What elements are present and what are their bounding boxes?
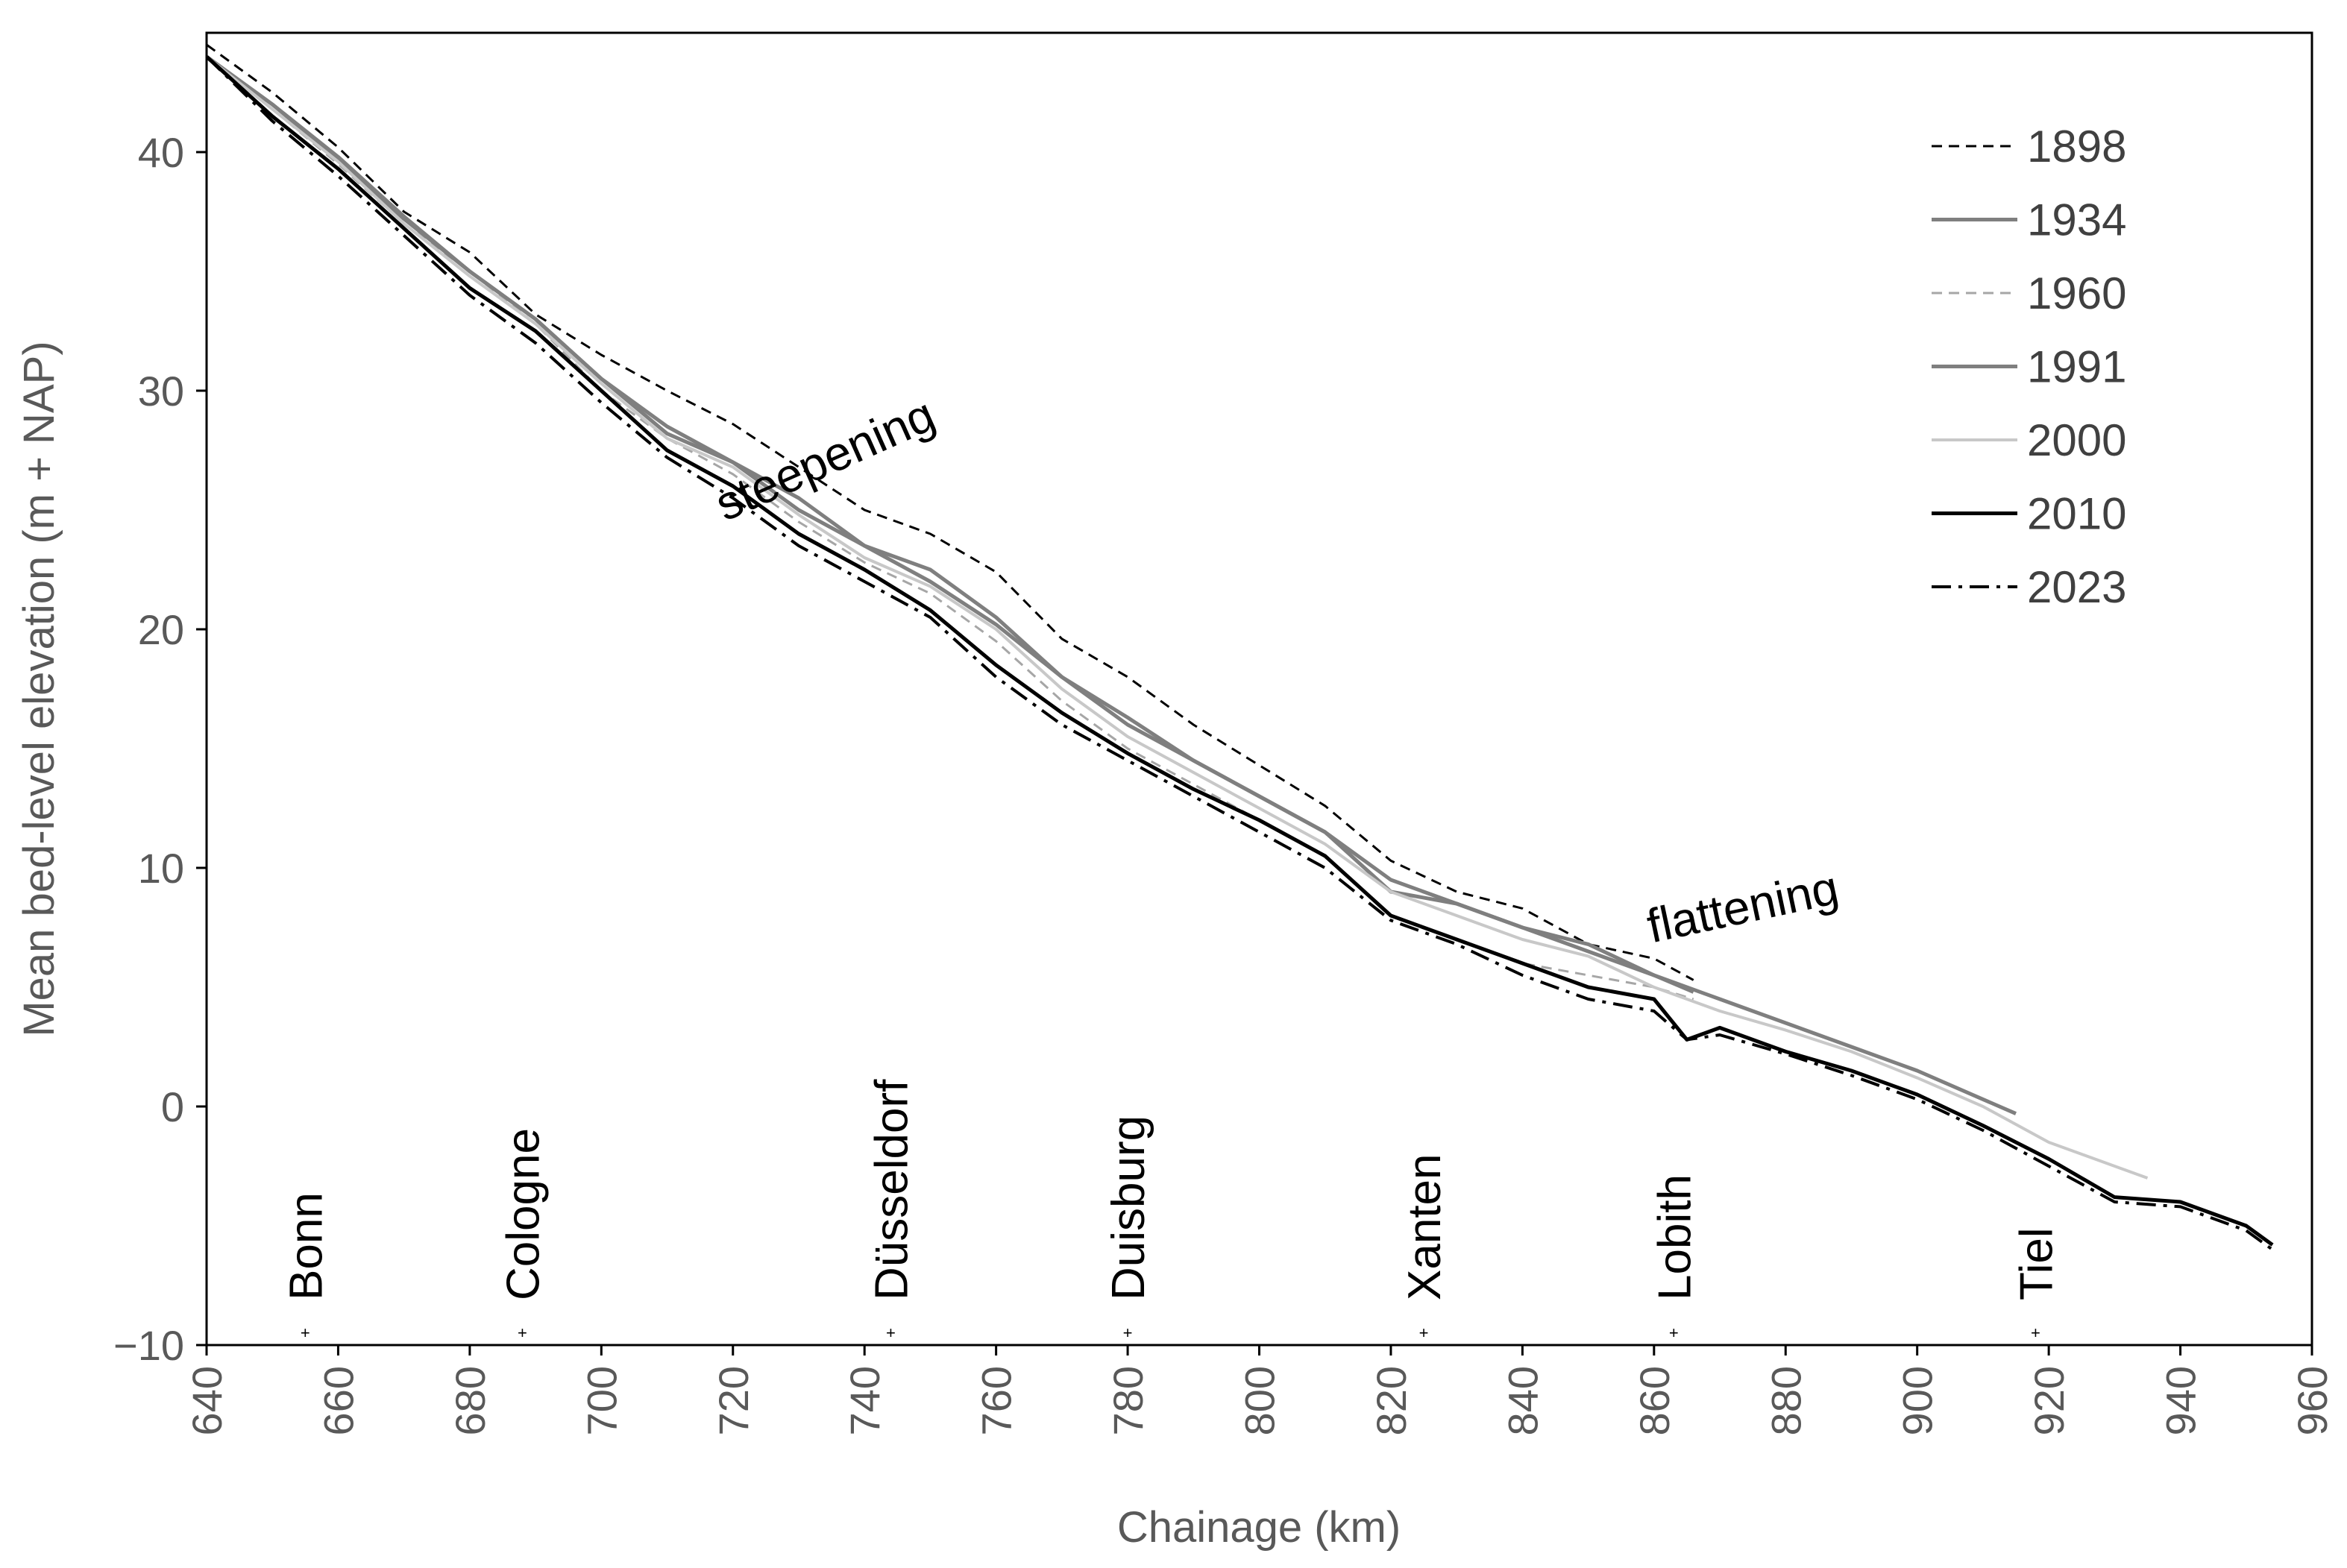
- location-marker: +: [2031, 1323, 2040, 1342]
- x-axis-title: Chainage (km): [1117, 1503, 1401, 1552]
- y-tick-label: 40: [138, 129, 184, 176]
- location-label-düsseldorf: Düsseldorf: [866, 1079, 917, 1300]
- x-tick-label: 640: [183, 1366, 230, 1435]
- location-label-cologne: Cologne: [497, 1128, 549, 1300]
- series-line-1898: [206, 43, 1694, 981]
- x-tick-label: 920: [2026, 1366, 2073, 1435]
- y-tick-label: 20: [138, 606, 184, 653]
- plot-area: [205, 31, 2313, 1347]
- x-tick-label: 760: [973, 1366, 1020, 1435]
- location-marker: +: [886, 1323, 896, 1342]
- x-tick-label: 720: [710, 1366, 757, 1435]
- legend-label-2010: 2010: [2027, 489, 2126, 539]
- y-axis: 40 30 20 10 0 −10: [113, 129, 207, 1369]
- y-tick-label: 10: [138, 845, 184, 892]
- x-tick-label: 740: [841, 1366, 888, 1435]
- location-layer: + Bonn + Cologne + Düsseldorf + Duisburg + Xanten…: [280, 1079, 2062, 1342]
- legend: 1898 1934 1960 1991 2000 2010 2023: [1932, 122, 2126, 612]
- x-tick-label: 680: [447, 1366, 494, 1435]
- series-layer: [205, 43, 2274, 1251]
- x-tick-label: 940: [2158, 1366, 2205, 1435]
- series-line-1991: [205, 54, 2017, 1115]
- location-marker: +: [1669, 1323, 1679, 1342]
- x-tick-label: 800: [1237, 1366, 1284, 1435]
- y-tick-label: 0: [161, 1083, 184, 1130]
- location-marker: +: [1123, 1323, 1133, 1342]
- legend-label-2023: 2023: [2027, 562, 2126, 612]
- y-axis-title: Mean bed-level elevation (m + NAP): [15, 341, 63, 1036]
- x-tick-label: 880: [1762, 1366, 1809, 1435]
- legend-label-1960: 1960: [2027, 268, 2126, 318]
- x-axis: 640 660 680 700 720 740 760 780 800 820 840 860 880 9…: [183, 1345, 2336, 1435]
- location-label-bonn: Bonn: [280, 1192, 332, 1300]
- legend-label-2000: 2000: [2027, 415, 2126, 465]
- location-label-tiel: Tiel: [2011, 1227, 2062, 1300]
- x-tick-label: 860: [1631, 1366, 1678, 1435]
- x-tick-label: 660: [315, 1366, 362, 1435]
- location-label-duisburg: Duisburg: [1103, 1115, 1154, 1300]
- x-tick-label: 900: [1894, 1366, 1941, 1435]
- x-tick-label: 960: [2289, 1366, 2336, 1435]
- legend-label-1898: 1898: [2027, 122, 2126, 171]
- legend-label-1991: 1991: [2027, 342, 2126, 392]
- location-label-lobith: Lobith: [1649, 1174, 1700, 1300]
- x-tick-label: 840: [1499, 1366, 1546, 1435]
- location-label-xanten: Xanten: [1399, 1153, 1451, 1300]
- y-tick-label: 30: [138, 368, 184, 415]
- location-marker: +: [518, 1323, 527, 1342]
- legend-label-1934: 1934: [2027, 195, 2126, 245]
- series-line-2000: [205, 55, 2149, 1180]
- location-marker: +: [1419, 1323, 1429, 1342]
- x-tick-label: 780: [1105, 1366, 1151, 1435]
- x-tick-label: 820: [1368, 1366, 1415, 1435]
- location-marker: +: [301, 1323, 310, 1342]
- series-line-2010: [205, 55, 2274, 1247]
- x-tick-label: 700: [578, 1366, 625, 1435]
- y-tick-label: −10: [113, 1322, 184, 1369]
